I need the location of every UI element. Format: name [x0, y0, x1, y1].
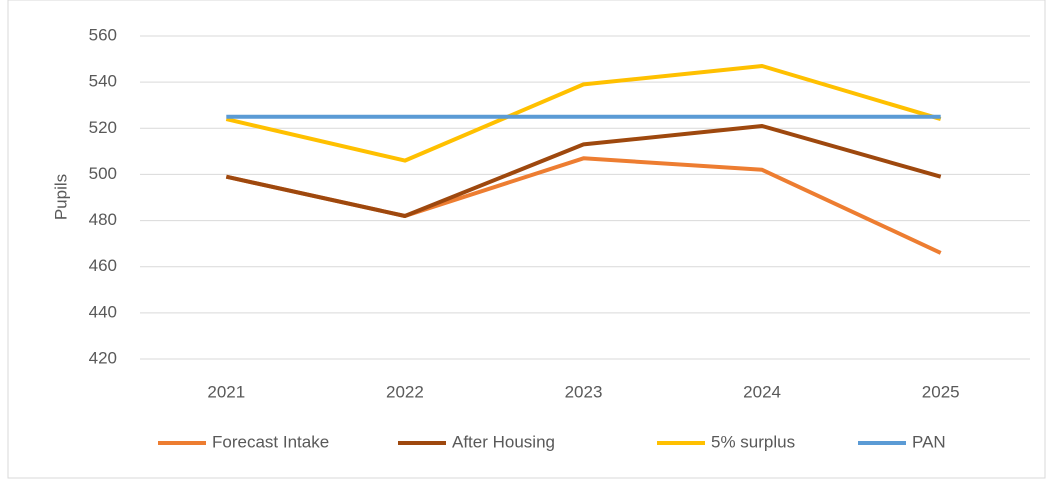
legend-label: Forecast Intake: [212, 432, 329, 451]
y-tick-label: 460: [89, 256, 117, 275]
legend-label: After Housing: [452, 432, 555, 451]
x-tick-label: 2023: [565, 382, 603, 401]
legend-label: 5% surplus: [711, 432, 795, 451]
y-tick-label: 520: [89, 118, 117, 137]
y-tick-label: 560: [89, 25, 117, 44]
series-line: [225, 64, 942, 163]
legend-label: PAN: [912, 432, 946, 451]
x-tick-label: 2022: [386, 382, 424, 401]
x-tick-label: 2025: [922, 382, 960, 401]
y-axis-label: Pupils: [51, 174, 70, 220]
series-line: [225, 124, 942, 218]
y-tick-label: 440: [89, 302, 117, 321]
y-tick-label: 480: [89, 210, 117, 229]
y-tick-label: 420: [89, 348, 117, 367]
chart-frame: [7, 0, 1046, 479]
y-tick-label: 500: [89, 164, 117, 183]
y-tick-label: 540: [89, 72, 117, 91]
x-tick-label: 2024: [743, 382, 781, 401]
x-tick-label: 2021: [207, 382, 245, 401]
